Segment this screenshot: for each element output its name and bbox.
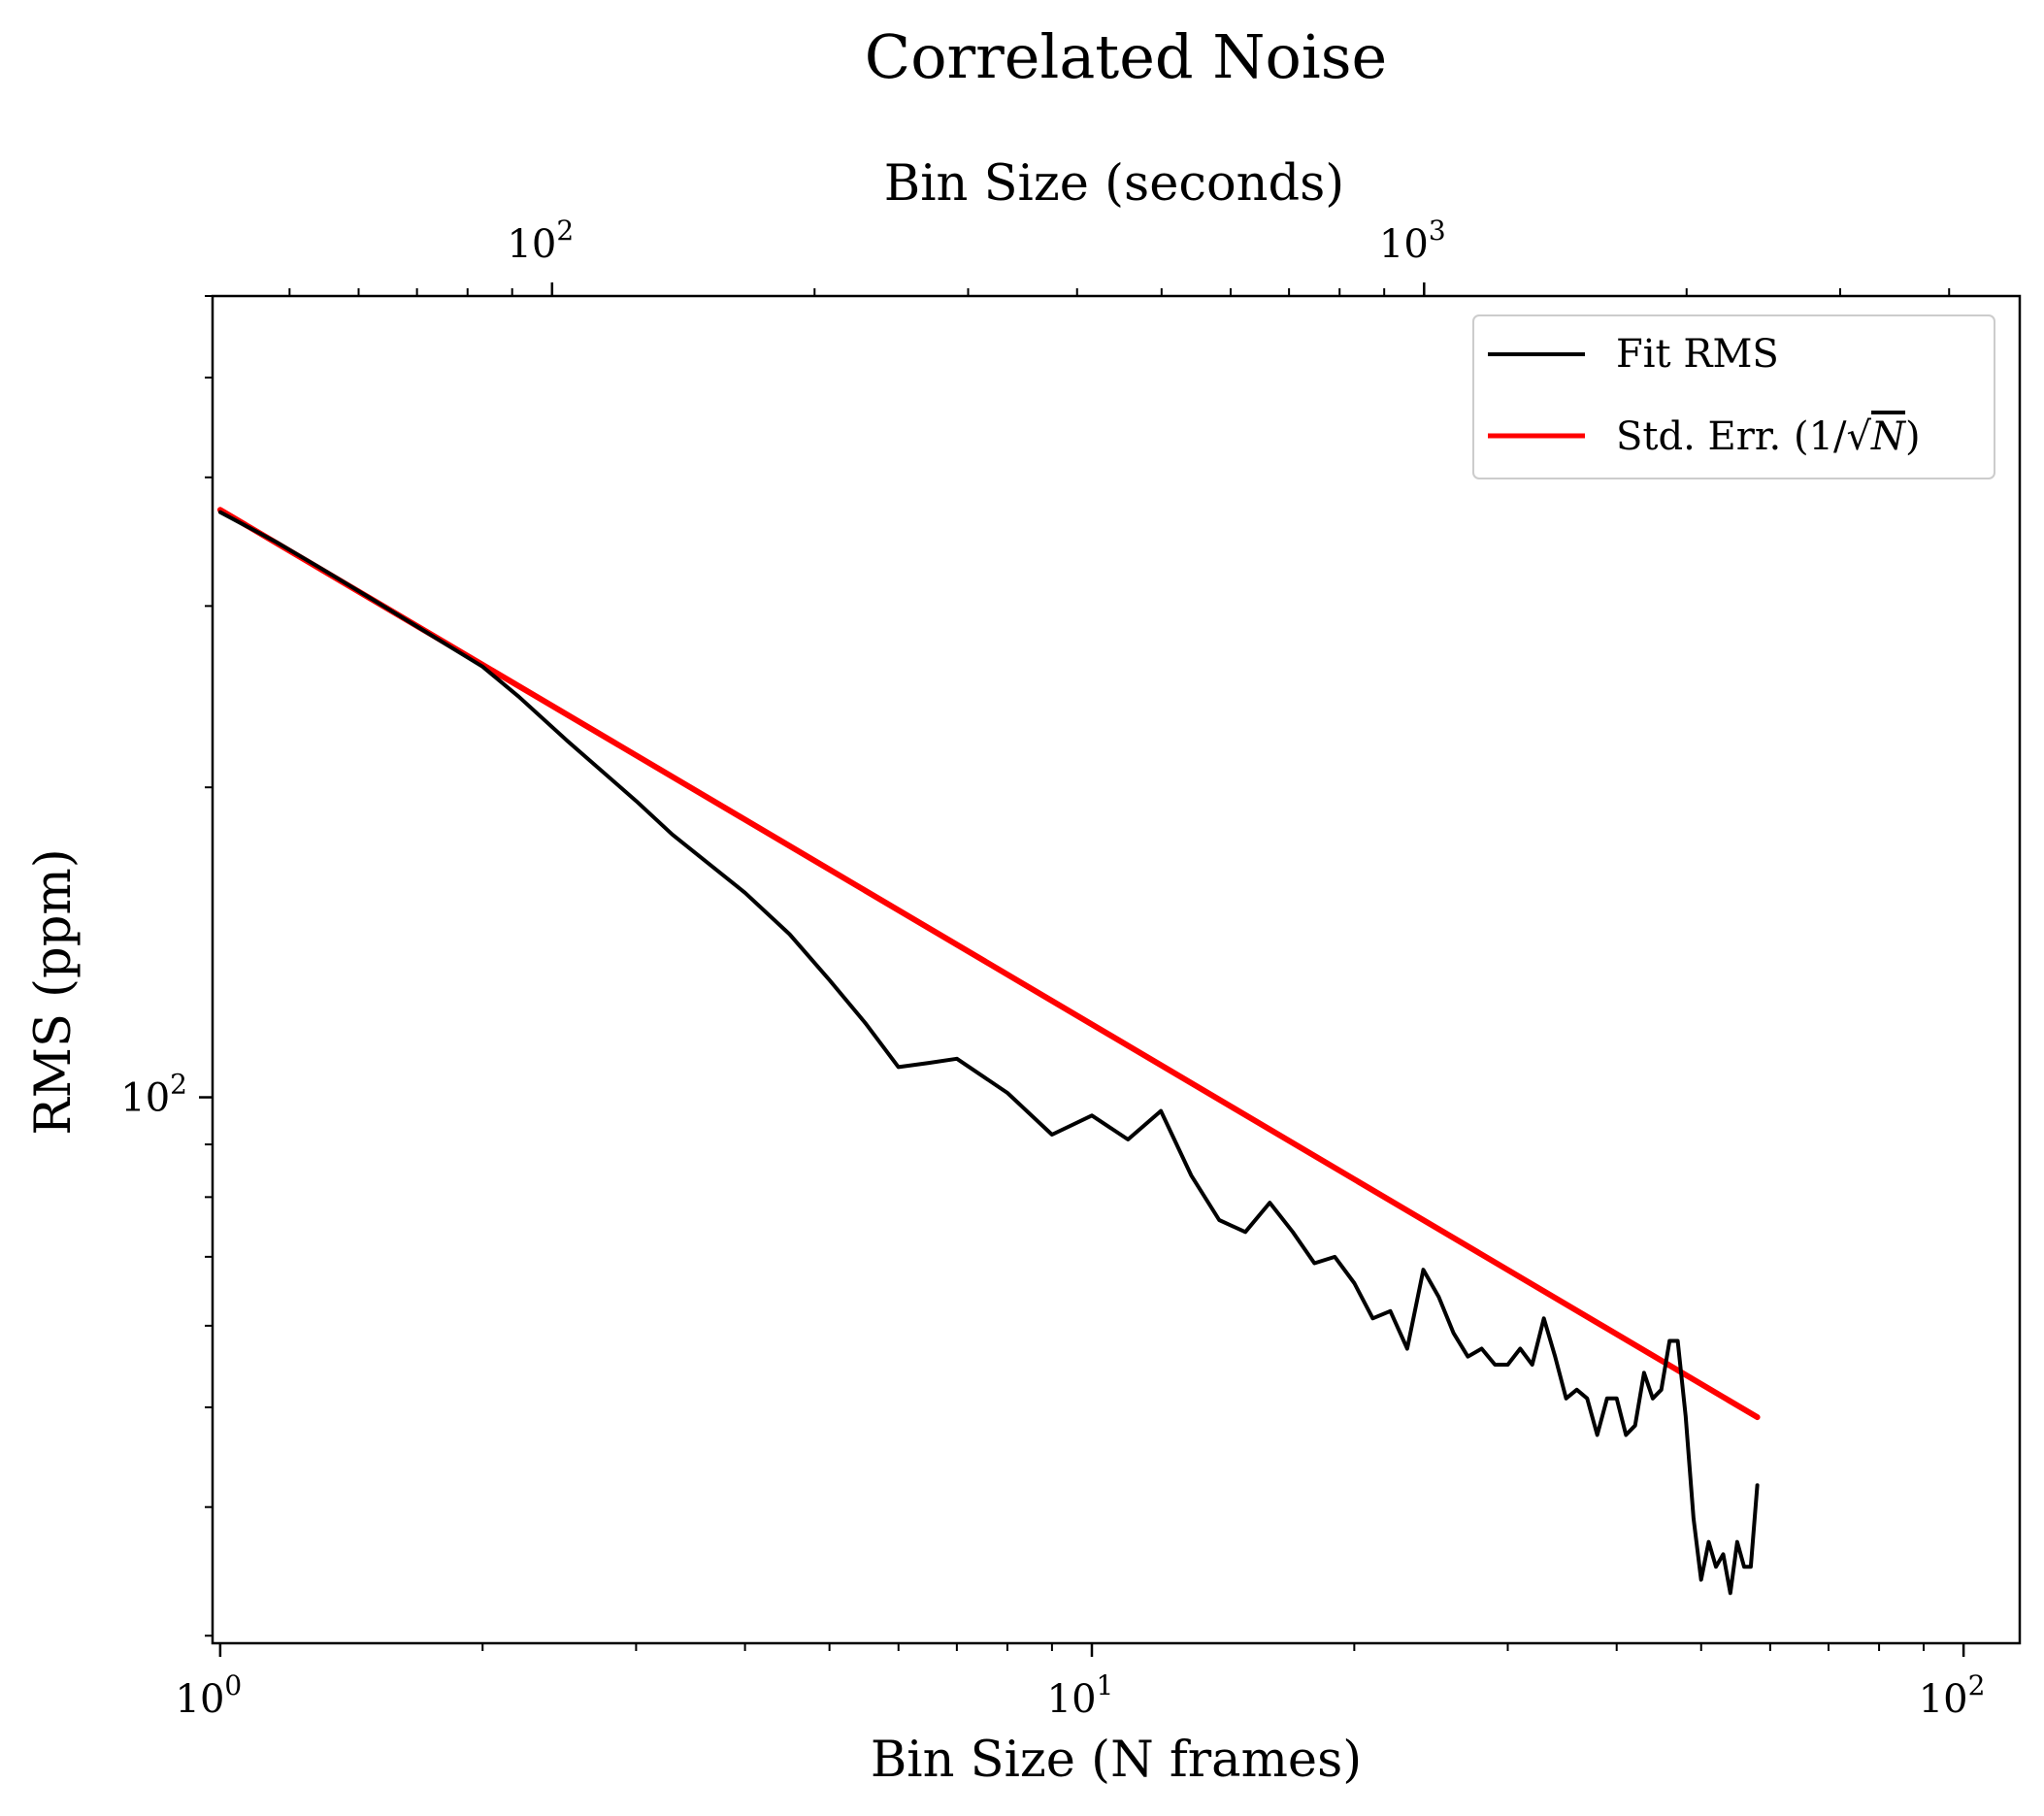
x-top-tick-label-base: 10	[507, 222, 556, 267]
x-top-tick-label-exponent: 2	[556, 215, 574, 247]
x-top-tick-label-exponent: 3	[1429, 215, 1446, 247]
x-top-tick-label: 103	[1379, 215, 1446, 267]
y-tick-label: 102	[120, 1069, 187, 1121]
legend-box	[1472, 314, 1995, 479]
legend-label-std-err-var: N	[1870, 414, 1907, 459]
legend: Fit RMS Std. Err. (1/√N)	[1472, 314, 1995, 479]
plot-series	[216, 507, 1761, 1596]
x-axis-top-label: Bin Size (seconds)	[884, 155, 1344, 213]
x-tick-label-base: 10	[1047, 1677, 1097, 1722]
x-tick-label-base: 10	[1919, 1677, 1968, 1722]
plot-frame	[211, 294, 2022, 1645]
x-tick-label-exponent: 1	[1097, 1669, 1114, 1701]
x-tick-label: 100	[176, 1669, 243, 1722]
x-tick-label-base: 10	[176, 1677, 225, 1722]
legend-label-std-err: Std. Err. (1/√N)	[1616, 414, 1921, 459]
legend-label-std-err-sqrt: √	[1847, 414, 1872, 459]
x-top-tick-label: 102	[507, 215, 574, 267]
y-axis-label: RMS (ppm)	[25, 848, 82, 1135]
x-tick-label: 102	[1919, 1669, 1986, 1722]
legend-label-std-err-prefix: Std. Err. (1/	[1616, 414, 1847, 459]
x-tick-label: 101	[1047, 1669, 1114, 1722]
legend-label-fit-rms: Fit RMS	[1616, 332, 1779, 377]
x-axis-label: Bin Size (N frames)	[871, 1732, 1362, 1789]
x-tick-label-exponent: 2	[1968, 1669, 1986, 1701]
chart-title: Correlated Noise	[865, 21, 1387, 92]
y-tick-label-base: 10	[120, 1076, 170, 1121]
y-tick-label-exponent: 2	[170, 1069, 187, 1101]
series-fit-rms-line	[217, 510, 1760, 1596]
legend-label-std-err-suffix: )	[1905, 414, 1921, 459]
x-top-tick-label-base: 10	[1379, 222, 1429, 267]
x-tick-label-exponent: 0	[224, 1669, 242, 1701]
